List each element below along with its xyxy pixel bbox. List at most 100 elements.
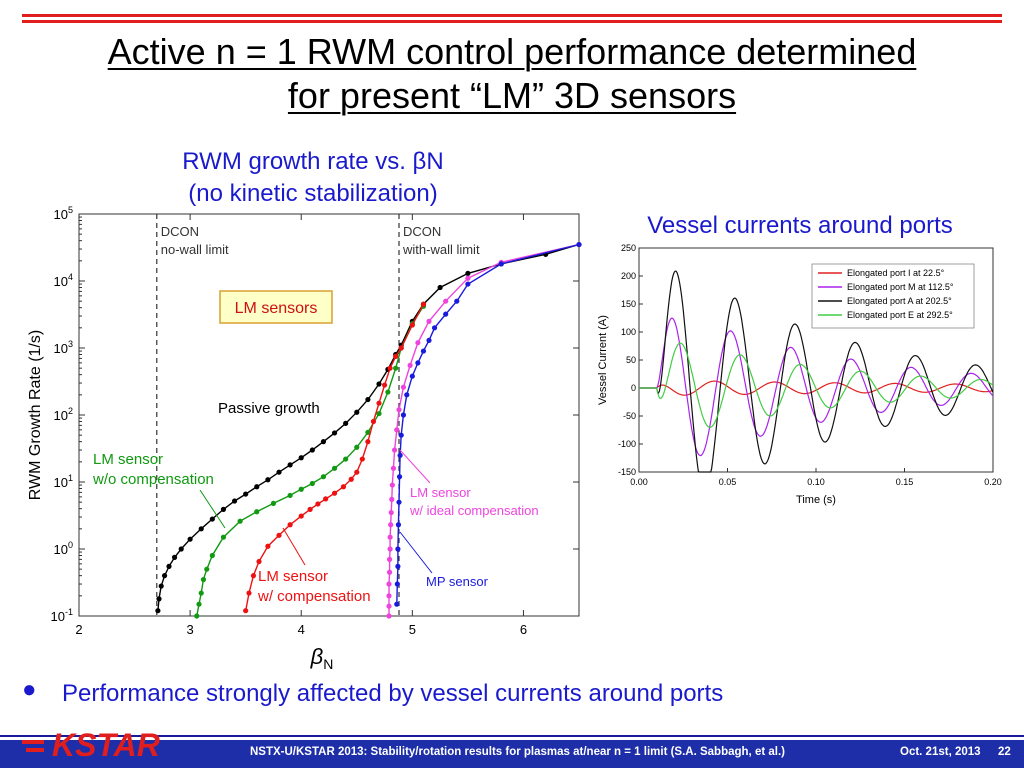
growth-data-point (231, 498, 238, 504)
growth-data-point (276, 469, 282, 475)
growth-data-point (396, 499, 402, 505)
lm-wo-comp-label: LM sensor (93, 451, 163, 468)
growth-data-point (397, 452, 403, 458)
growth-data-point (387, 546, 393, 552)
growth-data-point (365, 396, 371, 403)
growth-data-point (331, 465, 338, 471)
growth-ytick-label: 105 (54, 205, 73, 222)
growth-series-line (396, 243, 580, 605)
growth-data-point (254, 484, 260, 490)
growth-data-point (198, 526, 204, 532)
growth-data-point (381, 382, 388, 388)
growth-data-point (443, 298, 449, 304)
growth-data-point (386, 581, 392, 587)
dcon-limit-sublabel: with-wall limit (402, 242, 480, 257)
growth-data-point (376, 410, 382, 417)
growth-data-point (365, 429, 371, 435)
dcon-limit-label: DCON (161, 224, 199, 239)
slide-title: Active n = 1 RWM control performance det… (0, 30, 1024, 118)
lm-ideal-comp-label: LM sensor (410, 485, 471, 500)
growth-data-point (158, 583, 164, 589)
growth-data-point (343, 456, 349, 462)
mp-sensor-pointer (399, 531, 433, 574)
bullet-text: Performance strongly affected by vessel … (62, 680, 724, 707)
growth-data-point (200, 576, 207, 583)
growth-data-point (204, 566, 210, 572)
growth-data-point (270, 500, 277, 506)
growth-data-point (298, 513, 304, 519)
vessel-series-line (639, 380, 994, 396)
growth-series-line (388, 243, 580, 616)
growth-data-point (343, 420, 349, 426)
growth-data-point (370, 418, 377, 425)
growth-data-point (389, 496, 395, 502)
growth-data-point (386, 603, 392, 609)
growth-data-point (420, 348, 427, 354)
passive-growth-label: Passive growth (218, 400, 320, 417)
growth-data-point (386, 569, 393, 575)
growth-data-point (265, 477, 271, 483)
growth-series-line (157, 243, 580, 611)
growth-chart-ylabel: RWM Growth Rate (1/s) (27, 330, 44, 500)
growth-data-point (387, 534, 393, 540)
left-chart-subtitle: (no kinetic stabilization) (188, 180, 438, 207)
growth-data-point (331, 430, 338, 436)
growth-data-point (409, 318, 415, 324)
kstar-logo-text: KSTAR (52, 727, 160, 762)
growth-data-point (543, 251, 549, 257)
vessel-ytick-label: 150 (621, 299, 636, 309)
growth-data-point (156, 596, 162, 602)
growth-data-point (198, 590, 204, 596)
growth-xtick-label: 3 (186, 622, 193, 637)
kstar-logo: KSTAR (22, 727, 160, 762)
growth-data-point (331, 490, 338, 496)
growth-data-point (391, 447, 398, 453)
growth-data-point (254, 509, 260, 515)
growth-data-point (409, 321, 415, 327)
growth-data-point (196, 601, 202, 607)
footer-date: Oct. 21st, 2013 (900, 746, 981, 758)
vessel-series-line (639, 317, 994, 457)
lm-sensors-box-label: LM sensors (235, 300, 318, 317)
growth-xtick-label: 4 (298, 622, 305, 637)
left-chart-title: RWM growth rate vs. βN (182, 148, 444, 175)
footer-bar (0, 740, 1024, 768)
vessel-xtick-label: 0.20 (984, 477, 1002, 487)
growth-data-point (287, 462, 293, 468)
growth-data-point (307, 506, 313, 512)
lm-comp-label-2: w/ compensation (257, 588, 371, 605)
vessel-legend (811, 263, 975, 329)
growth-data-point (404, 392, 410, 398)
bullet-icon: ● (22, 676, 37, 703)
growth-data-point (385, 366, 391, 372)
mp-sensor-label: MP sensor (426, 574, 489, 589)
left-chart-title-block: RWM growth rate vs. βN (no kinetic stabi… (150, 146, 476, 210)
growth-data-point (155, 608, 161, 614)
vessel-xtick-label: 0.05 (719, 477, 737, 487)
growth-data-point (256, 558, 262, 565)
vessel-ytick-label: -50 (623, 411, 636, 421)
growth-xtick-label: 2 (75, 622, 82, 637)
growth-data-point (426, 337, 432, 343)
growth-data-point (409, 322, 415, 328)
growth-data-point (420, 301, 427, 307)
vessel-chart-ylabel: Vessel Current (A) (597, 315, 609, 405)
growth-data-point (354, 409, 360, 415)
growth-data-point (243, 491, 249, 497)
vessel-legend-label: Elongated port I at 22.5° (847, 268, 945, 278)
growth-ytick-label: 100 (54, 540, 73, 557)
growth-series-line (245, 303, 425, 611)
growth-data-point (323, 496, 329, 502)
growth-data-point (398, 345, 404, 351)
lm-ideal-comp-label-2: w/ ideal compensation (409, 503, 539, 518)
growth-data-point (465, 270, 471, 276)
lm-ideal-comp-pointer (399, 449, 431, 484)
growth-data-point (309, 447, 315, 453)
growth-data-point (376, 381, 382, 387)
growth-data-point (359, 456, 365, 462)
growth-data-point (354, 469, 360, 475)
growth-data-point (320, 439, 327, 445)
growth-data-point (386, 593, 392, 599)
growth-data-point (395, 522, 402, 528)
footer-rule (0, 735, 1024, 737)
